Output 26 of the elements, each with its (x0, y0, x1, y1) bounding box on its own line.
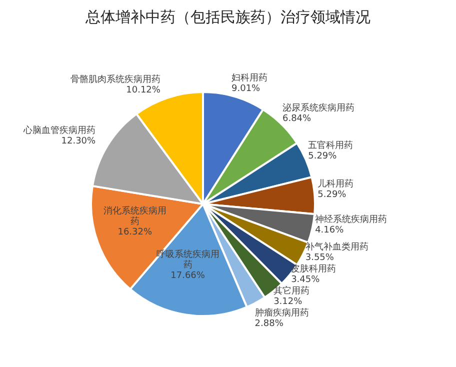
data-label: 2.88% (254, 319, 284, 330)
slice-label: 骨骼肌肉系统疾病用药 (70, 74, 160, 86)
data-label: 6.84% (282, 114, 312, 124)
data-label: 17.66% (170, 271, 206, 282)
data-label: 16.32% (118, 228, 152, 238)
data-label: 3.55% (305, 253, 334, 264)
slice-label: 神经系统疾病用药 (315, 214, 388, 226)
slice-label: 泌尿系统疾病用药 (282, 102, 354, 114)
data-label: 3.12% (274, 297, 303, 308)
chart-title: 总体增补中药（包括民族药）治疗领域情况 (84, 8, 372, 27)
slice-label: 五官科用药 (308, 140, 354, 152)
data-label: 9.01% (232, 84, 261, 94)
slice-label: 其它用药 (274, 286, 310, 297)
slice-label: 皮肤科用药 (291, 264, 336, 275)
data-label: 4.16% (315, 226, 344, 236)
slice-label: 消化系统疾病用药 (103, 206, 166, 228)
data-label: 3.45% (291, 275, 320, 286)
slice-label: 儿科用药 (318, 179, 354, 190)
data-label: 12.30% (61, 137, 96, 148)
data-label: 10.12% (126, 86, 161, 96)
data-label: 5.29% (308, 152, 338, 162)
data-label: 5.29% (318, 190, 347, 201)
slice-label: 心脑血管疾病用药 (22, 126, 96, 137)
slice-label: 补气补血类用药 (305, 242, 368, 253)
slice-label: 肿瘤疾病用药 (254, 308, 309, 319)
slice-label: 妇科用药 (232, 72, 268, 84)
